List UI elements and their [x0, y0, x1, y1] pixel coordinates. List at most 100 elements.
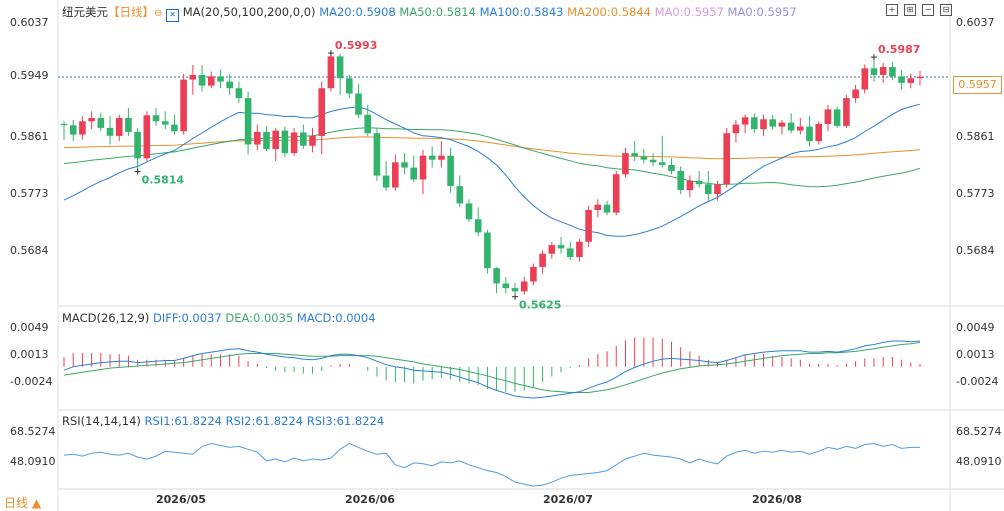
candle-body: [364, 114, 371, 134]
candle-body: [438, 155, 445, 160]
candle-body: [898, 76, 905, 83]
x-tick: 2026/08: [752, 493, 802, 506]
candle-body: [171, 124, 178, 132]
candle-body: [346, 78, 353, 94]
candle-body: [244, 98, 252, 145]
candle-body: [309, 135, 316, 146]
candle-body: [576, 241, 583, 257]
candle-body: [557, 245, 565, 249]
candle-body: [806, 126, 813, 142]
candle-body: [69, 125, 77, 135]
diff-line: [63, 340, 921, 399]
candle-body: [419, 155, 427, 180]
ma200-line: [63, 136, 921, 160]
x-tick: 2026/07: [543, 493, 593, 506]
period-label[interactable]: 【日线】: [108, 5, 154, 19]
macd-y-tick-right: 0.0013: [956, 348, 995, 361]
x-tick: 2026/06: [345, 493, 395, 506]
candle-body: [751, 117, 758, 130]
ma-label: MA(20,50,100,200,0,0): [182, 5, 316, 19]
candle-body: [300, 132, 307, 146]
candle-body: [741, 117, 749, 125]
candle-body: [382, 175, 390, 188]
settings-icon[interactable]: ⊖: [154, 8, 163, 19]
macd-legend: MACD(26,12,9) DIFF:0.0037 DEA:0.0035 MAC…: [62, 311, 376, 325]
candle-body: [686, 180, 694, 191]
candle-body: [668, 165, 675, 171]
candle-body: [217, 76, 224, 82]
ma20-line: [63, 103, 921, 237]
candle-body: [566, 248, 574, 257]
y-tick-left: 0.5949: [10, 69, 49, 82]
candle-body: [520, 281, 528, 292]
last-price-badge: 0.5957: [953, 76, 1002, 94]
y-tick-left: 0.5773: [10, 187, 49, 200]
minimize-icon[interactable]: −: [922, 4, 934, 16]
extreme-label: 0.5625: [519, 299, 561, 312]
candle-body: [493, 268, 500, 284]
period-switch[interactable]: 日线 ▲: [4, 496, 42, 510]
candle-body: [235, 88, 243, 99]
symbol-label: 纽元美元: [62, 5, 108, 19]
candle-body: [180, 79, 187, 132]
candle-body: [787, 122, 795, 131]
candle-body: [732, 124, 740, 134]
candle-body: [603, 204, 611, 213]
candle-body: [281, 130, 289, 154]
candle-body: [79, 121, 86, 135]
candle-body: [778, 122, 786, 127]
candle-body: [502, 283, 510, 289]
price-legend: 纽元美元【日线】⊖ ✕ MA(20,50,100,200,0,0) MA20:0…: [62, 4, 797, 22]
candle-body: [649, 159, 657, 163]
candle-body: [889, 67, 896, 77]
y-tick-right: 0.5684: [956, 244, 995, 257]
zoom-in-icon[interactable]: +: [886, 4, 898, 16]
y-tick-right: 0.5773: [956, 187, 995, 200]
dea-value: DEA:0.0035: [225, 311, 294, 325]
candle-body: [843, 98, 850, 126]
candle-body: [594, 204, 602, 210]
candle-body: [355, 93, 362, 115]
candle-body: [760, 119, 767, 130]
candle-body: [336, 56, 344, 79]
macd-y-tick-left: -0.0024: [10, 375, 53, 388]
candle-body: [723, 133, 730, 185]
candle-body: [125, 118, 132, 132]
candle-body: [226, 81, 233, 89]
candle-body: [705, 184, 712, 195]
restore-icon[interactable]: ⊟: [940, 4, 952, 16]
y-tick-left: 0.6037: [10, 16, 49, 29]
candle-body: [612, 174, 620, 213]
y-tick-right: 0.5861: [956, 130, 995, 143]
candle-body: [428, 155, 436, 160]
candle-body: [152, 115, 160, 122]
candle-body: [263, 131, 270, 150]
candle-body: [143, 115, 151, 159]
candle-body: [695, 180, 703, 185]
rsi-legend: RSI(14,14,14) RSI1:61.8224 RSI2:61.8224 …: [62, 414, 384, 428]
candle-body: [833, 109, 841, 126]
candle-body: [88, 118, 95, 122]
candle-body: [916, 76, 924, 79]
ma-toggle-icon[interactable]: ✕: [166, 9, 180, 22]
fullscreen-icon[interactable]: ⊞: [904, 4, 916, 16]
y-tick-left: 0.5861: [10, 130, 49, 143]
candle-body: [456, 186, 464, 204]
rsi-y-tick-right: 68.5274: [956, 425, 1002, 438]
candle-body: [392, 162, 399, 188]
ma200-value: MA200:0.5844: [567, 5, 651, 19]
candle-body: [115, 118, 123, 136]
candle-body: [659, 162, 666, 165]
candle-body: [161, 121, 169, 125]
candle-body: [677, 170, 684, 191]
macd-value: MACD:0.0004: [296, 311, 376, 325]
candle-body: [548, 245, 556, 254]
candle-body: [254, 131, 261, 145]
candle-body: [824, 109, 832, 124]
candle-body: [622, 153, 629, 175]
macd-y-tick-right: 0.0049: [956, 321, 995, 334]
candle-body: [290, 132, 298, 153]
ma50-value: MA50:0.5814: [399, 5, 476, 19]
ma20-value: MA20:0.5908: [319, 5, 396, 19]
